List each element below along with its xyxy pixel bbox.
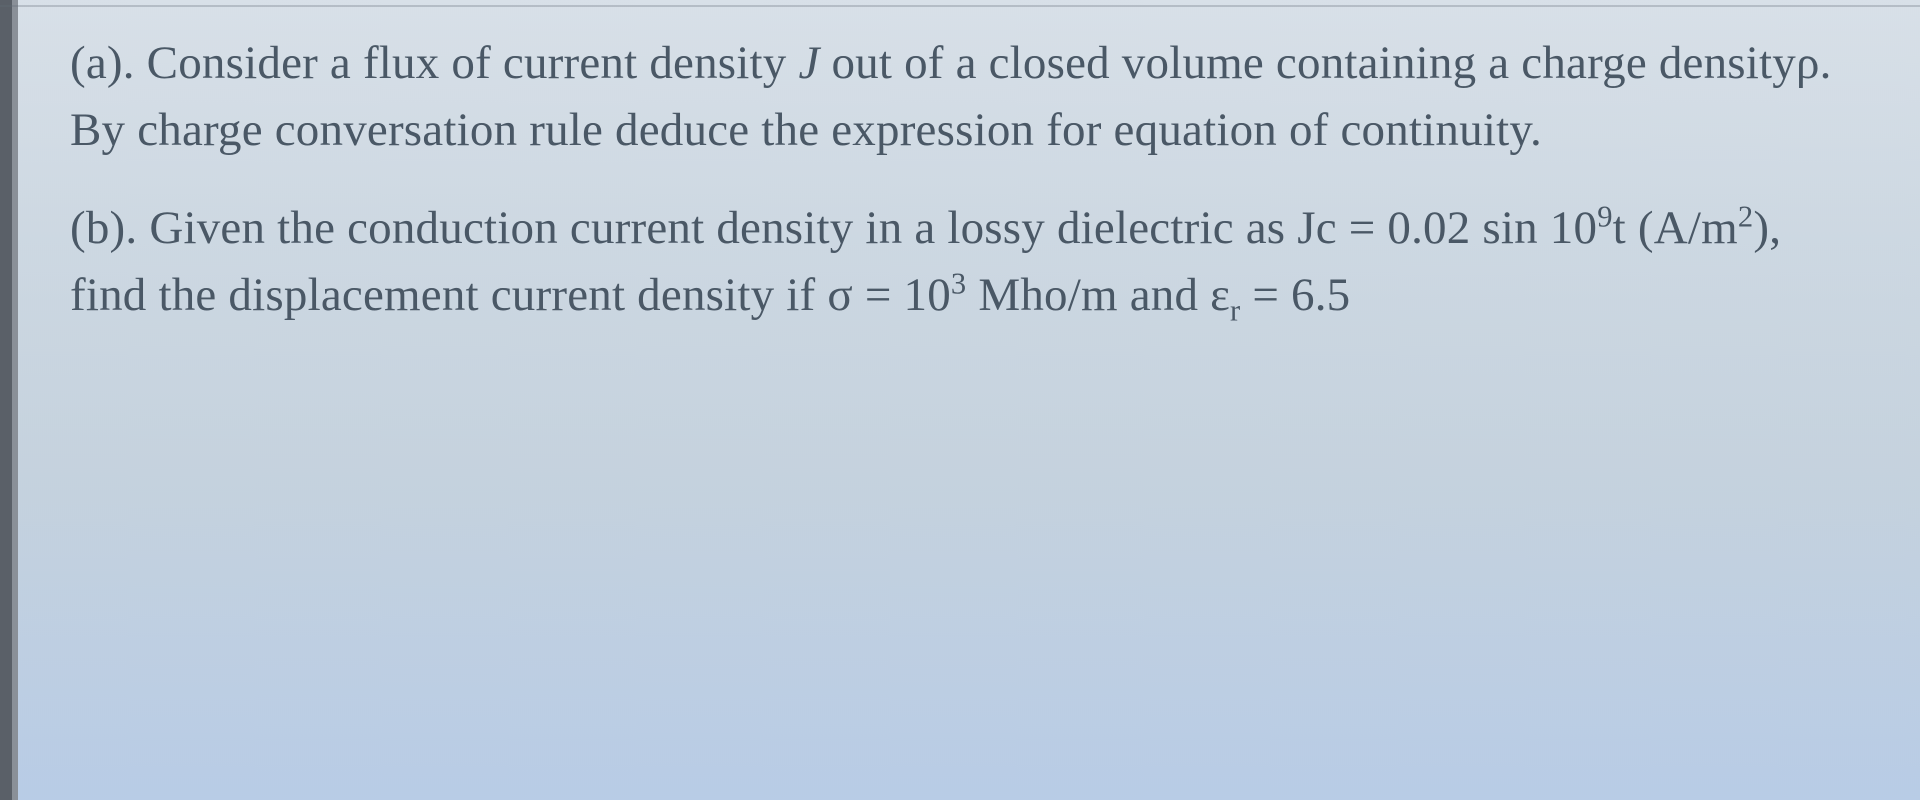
problem-a-text-1: Consider a flux of current density: [147, 37, 799, 89]
variable-J: J: [798, 37, 819, 89]
problem-a-label: (a).: [70, 37, 135, 89]
page-container: (a). Consider a flux of current density …: [0, 0, 1920, 800]
problem-a: (a). Consider a flux of current density …: [70, 30, 1860, 163]
problem-b-text-1: Given the conduction current density in …: [149, 202, 1597, 254]
problem-b-text-4: Mho/m and ε: [966, 269, 1230, 321]
problem-b: (b). Given the conduction current densit…: [70, 195, 1860, 328]
exponent-2: 2: [1738, 200, 1753, 234]
problem-b-text-5: = 6.5: [1240, 269, 1350, 321]
content-area: (a). Consider a flux of current density …: [70, 30, 1860, 329]
subscript-r: r: [1230, 294, 1240, 328]
problem-b-text-2: t (A/m: [1613, 202, 1738, 254]
exponent-3: 3: [951, 267, 966, 301]
exponent-9: 9: [1597, 200, 1612, 234]
problem-b-label: (b).: [70, 202, 137, 254]
